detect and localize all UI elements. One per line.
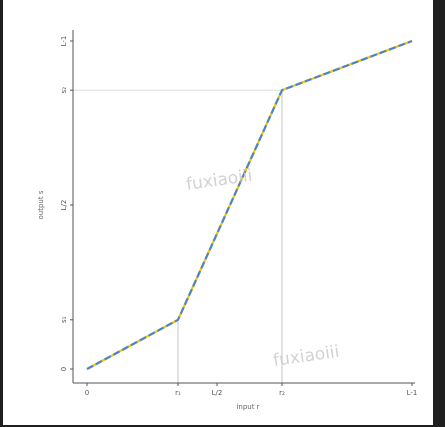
x-tick-label: L/2 <box>212 389 223 397</box>
y-tick-label: s₁ <box>60 316 68 323</box>
y-tick-label: L-1 <box>60 36 68 47</box>
series-layer <box>86 39 413 370</box>
y-tick-label: L/2 <box>60 200 68 211</box>
tick-layer: 0 r₁ L/2 r₂ L-1 0 s₁ L/2 s₂ L-1 <box>60 36 417 397</box>
x-tick-label: 0 <box>85 389 89 397</box>
reference-lines <box>73 89 283 383</box>
y-tick-label: 0 <box>60 367 68 371</box>
y-tick-label: s₂ <box>60 87 68 94</box>
x-tick-label: L-1 <box>407 389 418 397</box>
x-axis-label: input r <box>236 403 259 411</box>
watermark-text: fuxiaoiii <box>185 166 254 195</box>
axes <box>72 30 415 384</box>
y-axis-label: output s <box>37 190 45 219</box>
x-tick-label: r₁ <box>175 389 181 397</box>
series-line <box>86 39 413 370</box>
chart-frame: 0 r₁ L/2 r₂ L-1 0 s₁ L/2 s₂ L-1 input r output s … <box>3 0 433 425</box>
x-tick-label: r₂ <box>279 389 285 397</box>
